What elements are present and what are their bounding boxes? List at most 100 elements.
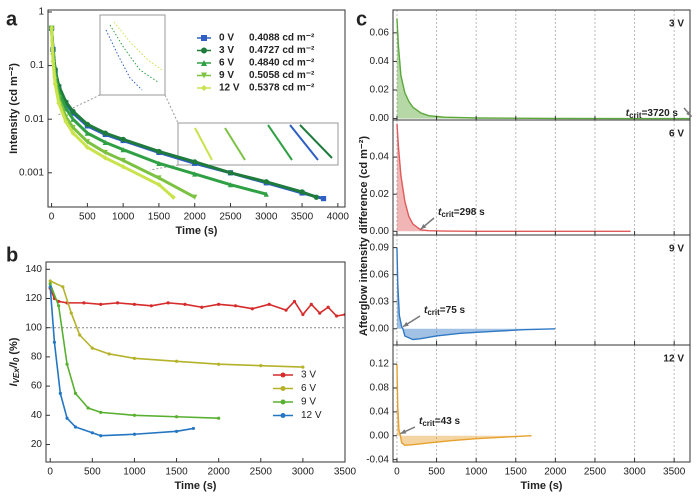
marker xyxy=(69,311,73,315)
inset-box xyxy=(177,122,339,166)
text-part: crit xyxy=(422,419,435,428)
plot-area xyxy=(396,364,532,447)
y-tick-label: 0.03 xyxy=(370,296,390,307)
marker xyxy=(201,85,207,91)
marker xyxy=(70,108,76,114)
marker xyxy=(301,312,305,317)
text-part: /I xyxy=(8,361,20,369)
marker xyxy=(292,299,297,304)
inset-trace xyxy=(194,127,213,161)
marker xyxy=(280,372,286,378)
marker xyxy=(48,25,55,31)
marker xyxy=(334,314,339,318)
legend-label: 12 V xyxy=(301,410,322,421)
marker xyxy=(309,302,313,306)
text-part: t xyxy=(419,416,423,427)
plot-area xyxy=(396,123,631,232)
marker xyxy=(86,406,90,410)
x-tick-label: 0 xyxy=(49,212,55,223)
y-tick-label: 0.04 xyxy=(370,406,390,417)
marker xyxy=(107,352,111,356)
panel-5: 0 500 1000 1500 2000 2500 3000 3500 -0.04 0.00 0.0… xyxy=(366,344,691,492)
marker xyxy=(233,304,238,308)
y-axis-label: IVEx/I0 (%) xyxy=(8,337,21,386)
legend-label: 9 V xyxy=(219,70,234,81)
text-part: =298 s xyxy=(454,207,485,218)
marker xyxy=(166,301,170,305)
legend-value: 0.5058 cd m⁻² xyxy=(249,70,315,81)
y-tick-label: 0.00 xyxy=(370,226,390,237)
marker xyxy=(280,386,286,391)
marker xyxy=(217,416,221,420)
marker xyxy=(201,60,207,66)
inset-trace xyxy=(113,21,163,71)
text-part: crit xyxy=(629,111,642,120)
x-tick-label: 3000 xyxy=(292,467,315,478)
text-part: VEx xyxy=(12,368,21,384)
marker xyxy=(63,119,69,125)
x-tick-label: 2000 xyxy=(184,212,207,223)
x-tick-label: 500 xyxy=(79,212,96,223)
x-tick-label: 3000 xyxy=(623,467,646,478)
x-tick-label: 2000 xyxy=(208,467,231,478)
marker xyxy=(102,139,108,145)
y-tick-label: -0.04 xyxy=(366,454,389,465)
marker xyxy=(70,124,76,131)
legend-value: 0.5378 cd m⁻² xyxy=(249,83,315,94)
marker xyxy=(263,191,269,197)
marker xyxy=(102,155,108,161)
x-tick-label: 3000 xyxy=(255,212,278,223)
marker xyxy=(200,305,204,309)
panel-label: a xyxy=(6,8,18,30)
arrow-head xyxy=(686,110,692,117)
y-tick-label: 0.00 xyxy=(370,323,390,334)
annotation: tcrit=43 s xyxy=(419,416,461,428)
x-tick-label: 2500 xyxy=(219,212,242,223)
marker xyxy=(132,413,137,417)
y-tick-label: 0.02 xyxy=(370,189,390,200)
marker xyxy=(58,391,62,395)
arrow-head xyxy=(402,321,409,327)
legend-value: 0.4840 cd m⁻² xyxy=(249,58,315,69)
marker xyxy=(120,147,126,153)
y-tick-label: 0.001 xyxy=(19,167,44,178)
marker xyxy=(120,164,126,170)
y-tick-label: 0.06 xyxy=(370,27,390,38)
axes-frame xyxy=(47,9,346,208)
inset-trace xyxy=(299,124,333,159)
y-tick-label: 0.01 xyxy=(25,114,45,125)
series-line xyxy=(49,287,345,317)
x-tick-label: 500 xyxy=(428,467,445,478)
marker xyxy=(120,136,126,142)
text-part: I xyxy=(8,382,20,386)
y-tick-label: 100 xyxy=(25,322,42,333)
marker xyxy=(192,194,198,200)
marker xyxy=(84,130,90,136)
marker xyxy=(149,304,153,308)
inset-connector xyxy=(149,164,179,171)
x-tick-label: 2500 xyxy=(250,467,273,478)
x-tick-label: 3500 xyxy=(291,212,314,223)
marker xyxy=(132,302,137,306)
plot-area xyxy=(48,25,327,202)
axes-frame xyxy=(45,261,346,463)
panel-label: b xyxy=(6,244,18,266)
annotation: tcrit=3720 s xyxy=(626,108,679,120)
inset-trace xyxy=(267,124,293,161)
x-tick-label: 1500 xyxy=(165,467,188,478)
legend-label: 3 V xyxy=(301,370,316,381)
marker xyxy=(50,58,56,64)
text-part: =75 s xyxy=(440,305,466,316)
marker xyxy=(192,171,198,177)
x-tick-label: 0 xyxy=(394,467,400,478)
legend-label: 12 V xyxy=(219,83,240,94)
series-line xyxy=(396,247,556,341)
y-tick-label: 80 xyxy=(31,352,43,363)
y-tick-label: 0.1 xyxy=(30,60,44,71)
marker xyxy=(73,425,78,429)
marker xyxy=(267,302,271,306)
marker xyxy=(326,305,330,309)
marker xyxy=(227,182,234,188)
zoom-insets xyxy=(57,14,339,171)
marker xyxy=(156,175,162,181)
